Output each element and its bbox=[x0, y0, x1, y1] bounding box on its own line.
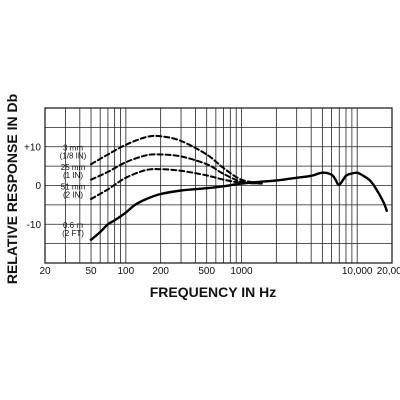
series-label-line: (1 IN) bbox=[63, 171, 83, 180]
series-label: 3 mm (1/8 IN) bbox=[60, 144, 87, 161]
series-label-line: (2 FT) bbox=[62, 229, 84, 238]
series-label: 25 mm (1 IN) bbox=[61, 163, 86, 180]
series-line bbox=[90, 153, 263, 185]
x-tick-label: 100 bbox=[118, 266, 135, 277]
x-tick-label: 10,000 bbox=[342, 266, 373, 277]
series-line bbox=[90, 134, 263, 185]
series-label-line: (2 IN) bbox=[63, 190, 83, 199]
x-tick-label: 200 bbox=[152, 266, 169, 277]
series-label-line: 0.6 m bbox=[63, 221, 83, 230]
series-group bbox=[89, 134, 388, 241]
y-tick-label: +10 bbox=[24, 142, 41, 153]
x-axis-title: FREQUENCY IN Hz bbox=[150, 284, 277, 300]
series-label-line: 51 mm bbox=[61, 182, 86, 191]
series-labels: 0.6 m (2 FT) 51 mm (2 IN) 25 mm (1 IN) 3 mm (1/… bbox=[60, 144, 87, 239]
plot-frame bbox=[44, 107, 393, 264]
series-label: 51 mm (2 IN) bbox=[61, 182, 86, 199]
y-axis-title: RELATIVE RESPONSE IN Db bbox=[4, 94, 20, 284]
x-tick-label: 50 bbox=[85, 266, 97, 277]
x-tick-label: 20,000 bbox=[377, 266, 400, 277]
series-label-line: (1/8 IN) bbox=[60, 152, 87, 161]
x-tick-label: 20 bbox=[39, 266, 51, 277]
x-tick-label: 1000 bbox=[230, 266, 253, 277]
y-axis-ticks: +10 0 -10 bbox=[24, 142, 41, 231]
x-axis-ticks: 20 50 100 200 500 1000 10,000 20,000 bbox=[39, 266, 400, 277]
series-line bbox=[89, 171, 388, 241]
series-label-line: 25 mm bbox=[61, 163, 86, 172]
y-tick-label: -10 bbox=[27, 220, 42, 231]
series-label: 0.6 m (2 FT) bbox=[62, 221, 84, 238]
series-label-line: 3 mm bbox=[63, 144, 83, 153]
x-tick-label: 500 bbox=[198, 266, 215, 277]
chart-grid bbox=[44, 107, 393, 264]
y-tick-label: 0 bbox=[35, 181, 41, 192]
